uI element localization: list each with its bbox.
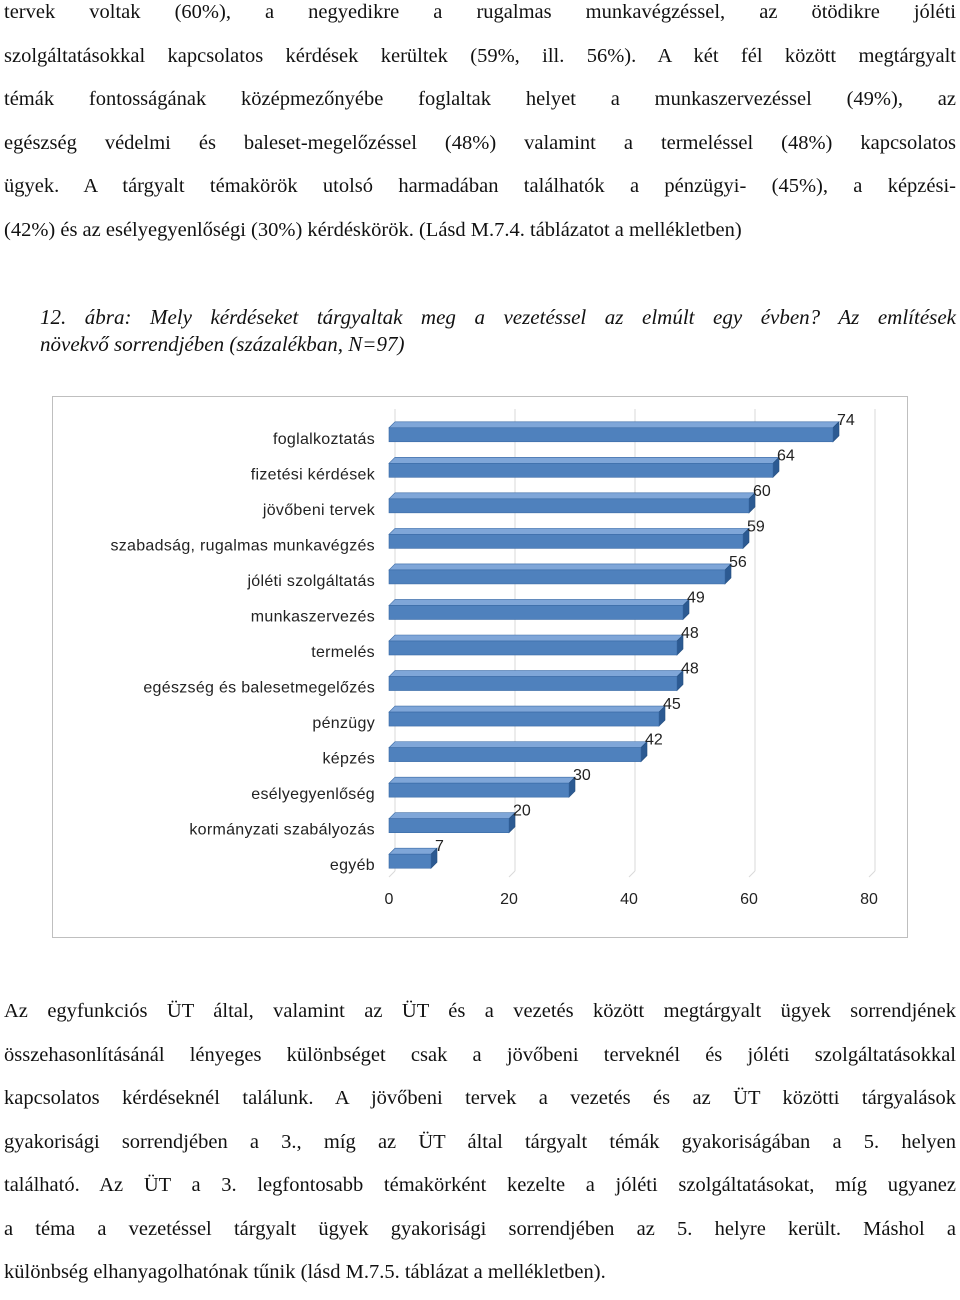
bar bbox=[388, 498, 750, 514]
text-line: tervek voltak (60%), a negyedikre a ruga… bbox=[4, 1, 956, 23]
bar-top bbox=[388, 457, 780, 464]
text-line: gyakorisági sorrendjében a 3., míg az ÜT… bbox=[4, 1130, 956, 1153]
text-line: témák fontosságának középmezőnyébe fogla… bbox=[4, 88, 956, 110]
x-tick-label: 80 bbox=[860, 891, 878, 908]
category-label: pénzügy bbox=[312, 715, 375, 732]
category-label: jóléti szolgáltatás bbox=[246, 573, 375, 590]
category-label: egészség és balesetmegelőzés bbox=[143, 680, 375, 697]
category-label: fizetési kérdések bbox=[251, 466, 376, 483]
gridline-floor bbox=[868, 870, 876, 878]
caption-line: növekvő sorrendjében (százalékban, N=97) bbox=[40, 332, 405, 356]
bar bbox=[388, 853, 432, 869]
bar-top bbox=[388, 776, 576, 784]
bar-top bbox=[388, 741, 648, 748]
value-label: 30 bbox=[573, 767, 591, 784]
bar-top bbox=[388, 812, 516, 819]
bar-top bbox=[388, 599, 690, 606]
bar bbox=[388, 427, 834, 443]
category-label: szabadság, rugalmas munkavégzés bbox=[110, 537, 375, 554]
value-label: 64 bbox=[777, 447, 795, 464]
text-line: szolgáltatásokkal kapcsolatos kérdések k… bbox=[4, 44, 956, 67]
text-line: Az egyfunkciós ÜT által, valamint az ÜT … bbox=[4, 1000, 956, 1022]
x-tick-label: 0 bbox=[385, 891, 394, 908]
category-label: esélyegyenlőség bbox=[251, 786, 375, 803]
value-label: 45 bbox=[663, 696, 681, 713]
x-tick-label: 40 bbox=[620, 891, 638, 908]
text-line: különbség elhanyagolhatónak tűnik (lásd … bbox=[4, 1261, 606, 1283]
bar bbox=[388, 463, 774, 478]
value-label: 48 bbox=[681, 625, 699, 642]
category-label: képzés bbox=[323, 751, 376, 768]
text-line: található. Az ÜT a 3. legfontosabb témak… bbox=[4, 1174, 956, 1196]
paragraph-bottom: Az egyfunkciós ÜT által, valamint az ÜT … bbox=[4, 995, 956, 1300]
bar-top bbox=[388, 563, 732, 571]
text-line: a téma a vezetéssel tárgyalt ügyek gyako… bbox=[4, 1217, 956, 1240]
bar-chart: 0 20 40 60 80 foglalkoztatás 74 fizetési kérdés… bbox=[110, 409, 878, 908]
bar-top bbox=[388, 634, 684, 642]
category-label: foglalkoztatás bbox=[273, 431, 375, 448]
category-label: munkaszervezés bbox=[251, 608, 375, 625]
bar bbox=[388, 747, 642, 762]
gridline-floor bbox=[748, 870, 756, 878]
bar bbox=[388, 782, 570, 798]
category-label: egyéb bbox=[330, 857, 375, 874]
figure-caption: 12. ábra: Mely kérdéseket tárgyaltak meg… bbox=[40, 304, 956, 358]
bar-top bbox=[388, 670, 684, 677]
bar bbox=[388, 605, 684, 620]
gridline-floor bbox=[508, 870, 516, 878]
value-label: 7 bbox=[435, 838, 444, 855]
value-label: 20 bbox=[513, 803, 531, 820]
category-label: termelés bbox=[311, 644, 375, 661]
bar bbox=[388, 711, 660, 727]
paragraph-top: tervek voltak (60%), a negyedikre a ruga… bbox=[4, 0, 956, 261]
value-label: 60 bbox=[753, 483, 771, 500]
bar-top bbox=[388, 421, 840, 429]
x-tick-label: 20 bbox=[500, 891, 518, 908]
bar-top bbox=[388, 847, 438, 855]
bar bbox=[388, 640, 678, 656]
text-line: kapcsolatos kérdéseknél találunk. A jövő… bbox=[4, 1087, 956, 1109]
text-line: egészség védelmi és baleset-megelőzéssel… bbox=[4, 131, 956, 154]
text-line: (42%) és az esélyegyenlőségi (30%) kérdé… bbox=[4, 218, 742, 241]
text-line: ügyek. A tárgyalt témakörök utolsó harma… bbox=[4, 175, 956, 197]
bar bbox=[388, 818, 510, 833]
value-label: 48 bbox=[681, 661, 699, 678]
category-label: kormányzati szabályozás bbox=[189, 822, 375, 839]
gridline-floor bbox=[628, 870, 636, 878]
chart-frame: 0 20 40 60 80 foglalkoztatás 74 fizetési kérdés… bbox=[52, 396, 908, 938]
text-line: összehasonlításánál lényeges különbséget… bbox=[4, 1043, 956, 1066]
caption-line: 12. ábra: Mely kérdéseket tárgyaltak meg… bbox=[40, 305, 956, 329]
value-label: 74 bbox=[837, 412, 855, 429]
category-label: jövőbeni tervek bbox=[262, 502, 376, 519]
bar bbox=[388, 534, 744, 549]
bar bbox=[388, 676, 678, 691]
value-label: 49 bbox=[687, 589, 705, 606]
bar-top bbox=[388, 705, 666, 713]
bar-top bbox=[388, 492, 756, 500]
bar bbox=[388, 569, 726, 585]
value-label: 56 bbox=[729, 554, 747, 571]
bar-top bbox=[388, 528, 750, 535]
x-tick-label: 60 bbox=[740, 891, 758, 908]
gridline-floor bbox=[388, 870, 396, 878]
value-label: 59 bbox=[747, 518, 765, 535]
value-label: 42 bbox=[645, 732, 663, 749]
